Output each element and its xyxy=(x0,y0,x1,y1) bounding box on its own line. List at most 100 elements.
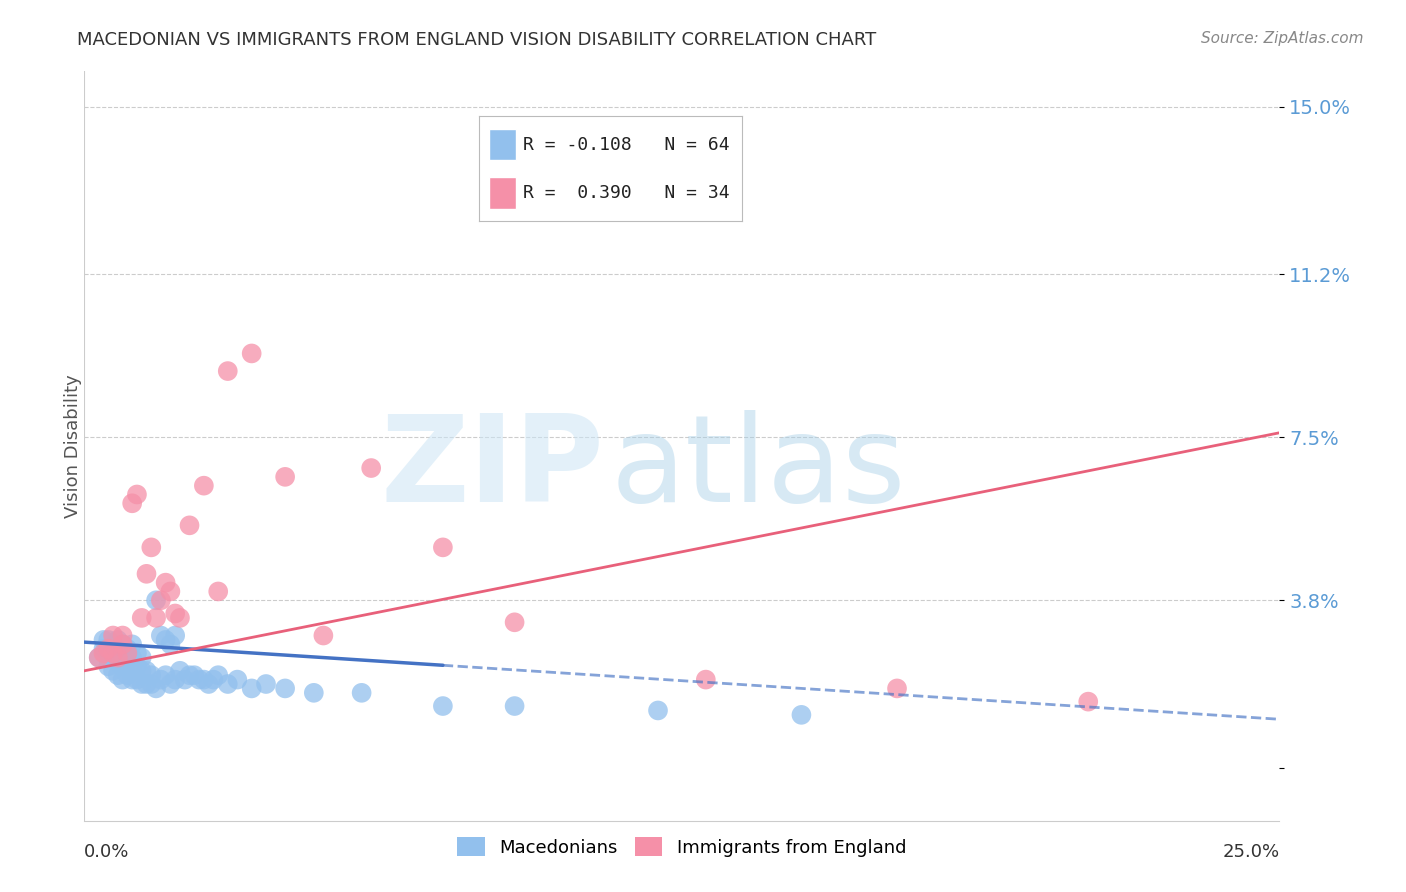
Point xyxy=(135,566,157,581)
Point xyxy=(107,632,129,647)
Point xyxy=(207,668,229,682)
Point xyxy=(274,681,297,696)
Point xyxy=(165,607,187,621)
Text: 0.0%: 0.0% xyxy=(84,843,129,861)
Point xyxy=(93,641,115,656)
Point xyxy=(165,673,187,687)
Point xyxy=(87,650,110,665)
Point xyxy=(107,650,129,665)
Point xyxy=(111,650,134,665)
Point xyxy=(551,196,574,211)
Point xyxy=(121,496,143,510)
Point xyxy=(101,646,124,660)
Point xyxy=(240,681,263,696)
Point xyxy=(159,637,181,651)
Point xyxy=(503,615,526,630)
Point xyxy=(790,707,813,722)
Text: atlas: atlas xyxy=(610,410,905,527)
Point xyxy=(155,632,177,647)
Point xyxy=(254,677,277,691)
Point xyxy=(302,686,325,700)
Point xyxy=(121,673,143,687)
Point xyxy=(207,584,229,599)
Point xyxy=(131,664,153,678)
Point xyxy=(169,664,191,678)
Point xyxy=(149,673,172,687)
Point xyxy=(101,664,124,678)
Point xyxy=(125,646,148,660)
Point xyxy=(217,364,239,378)
Point xyxy=(93,646,115,660)
Point xyxy=(125,659,148,673)
Point xyxy=(193,478,215,492)
Point xyxy=(117,655,139,669)
Point xyxy=(141,541,163,555)
Point xyxy=(350,686,373,700)
Point xyxy=(155,668,177,682)
Point xyxy=(111,637,134,651)
Point xyxy=(117,646,139,660)
Point xyxy=(135,677,157,691)
Point xyxy=(97,659,120,673)
Point xyxy=(131,611,153,625)
Point xyxy=(97,646,120,660)
Point xyxy=(97,641,120,656)
Text: MACEDONIAN VS IMMIGRANTS FROM ENGLAND VISION DISABILITY CORRELATION CHART: MACEDONIAN VS IMMIGRANTS FROM ENGLAND VI… xyxy=(77,31,876,49)
Point xyxy=(240,346,263,360)
Point xyxy=(183,668,205,682)
Point xyxy=(695,673,717,687)
Point xyxy=(503,699,526,714)
Point xyxy=(202,673,225,687)
Point xyxy=(131,677,153,691)
Point xyxy=(131,650,153,665)
Point xyxy=(193,673,215,687)
Point xyxy=(117,668,139,682)
Point xyxy=(145,681,167,696)
Point xyxy=(125,673,148,687)
Point xyxy=(93,632,115,647)
Point xyxy=(111,637,134,651)
Point xyxy=(111,659,134,673)
Point xyxy=(141,668,163,682)
Point xyxy=(217,677,239,691)
Point xyxy=(1077,695,1099,709)
Point xyxy=(107,655,129,669)
Point xyxy=(179,518,201,533)
Point xyxy=(101,628,124,642)
Point xyxy=(97,632,120,647)
Point xyxy=(274,470,297,484)
Point xyxy=(111,628,134,642)
Point xyxy=(111,673,134,687)
Text: 25.0%: 25.0% xyxy=(1222,843,1279,861)
Point xyxy=(159,677,181,691)
Point xyxy=(149,628,172,642)
Point xyxy=(117,641,139,656)
Point xyxy=(432,699,454,714)
Point xyxy=(145,593,167,607)
Point xyxy=(121,664,143,678)
Legend: Macedonians, Immigrants from England: Macedonians, Immigrants from England xyxy=(450,830,914,864)
Point xyxy=(107,646,129,660)
Point xyxy=(141,677,163,691)
Y-axis label: Vision Disability: Vision Disability xyxy=(65,374,82,518)
Point xyxy=(432,541,454,555)
Point xyxy=(169,611,191,625)
Text: ZIP: ZIP xyxy=(381,410,605,527)
Point xyxy=(165,628,187,642)
Point xyxy=(101,650,124,665)
Text: Source: ZipAtlas.com: Source: ZipAtlas.com xyxy=(1201,31,1364,46)
Point xyxy=(226,673,249,687)
Point xyxy=(135,664,157,678)
Point xyxy=(121,650,143,665)
Point xyxy=(886,681,908,696)
Point xyxy=(312,628,335,642)
Point xyxy=(87,650,110,665)
Point xyxy=(647,703,669,717)
Point xyxy=(360,461,382,475)
Point xyxy=(159,584,181,599)
Point xyxy=(125,487,148,501)
Point xyxy=(179,668,201,682)
Point xyxy=(197,677,219,691)
Point xyxy=(101,637,124,651)
Point xyxy=(149,593,172,607)
